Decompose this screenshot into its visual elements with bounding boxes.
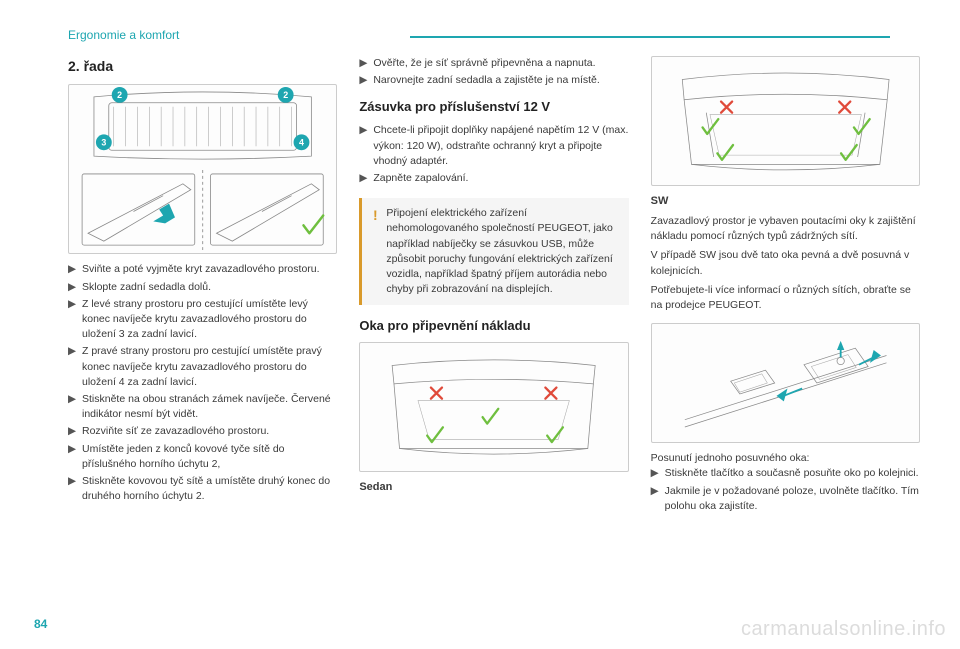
- bullet: ▶Zapněte zapalování.: [359, 171, 628, 186]
- bullet: ▶Chcete-li připojit doplňky napájené nap…: [359, 123, 628, 169]
- badge-3: 3: [101, 138, 106, 148]
- figure-net-install: 2 2 3 4: [68, 84, 337, 254]
- caption-sw: SW: [651, 194, 920, 210]
- heading-row2: 2. řada: [68, 56, 337, 76]
- bullet: ▶Umístěte jeden z konců kovové tyče sítě…: [68, 442, 337, 472]
- badge-4: 4: [299, 138, 304, 148]
- figure-sliding-eye: [651, 323, 920, 443]
- caption-sedan: Sedan: [359, 480, 628, 496]
- warning-text: Připojení elektrického zařízení nehomolo…: [386, 207, 612, 295]
- bullet: ▶Stiskněte na obou stranách zámek navíje…: [68, 392, 337, 422]
- manual-page: Ergonomie a komfort 2. řada: [0, 0, 960, 649]
- bullet: ▶Z pravé strany prostoru pro cestující u…: [68, 344, 337, 390]
- figure-sw-hooks: [651, 56, 920, 186]
- bullet: ▶Rozviňte síť ze zavazadlového prostoru.: [68, 424, 337, 439]
- slide-intro: Posunutí jednoho posuvného oka:: [651, 451, 920, 466]
- header-rule: [410, 36, 890, 38]
- sw-para-1: Zavazadlový prostor je vybaven poutacími…: [651, 214, 920, 244]
- bullet: ▶Sklopte zadní sedadla dolů.: [68, 280, 337, 295]
- bullet: ▶Sviňte a poté vyjměte kryt zavazadlovéh…: [68, 262, 337, 277]
- badge-2-right: 2: [283, 90, 288, 100]
- bullet: ▶Jakmile je v požadované poloze, uvolnět…: [651, 484, 920, 514]
- chapter-title: Ergonomie a komfort: [68, 28, 920, 42]
- warning-icon: !: [368, 205, 382, 219]
- bullet: ▶Narovnejte zadní sedadla a zajistěte je…: [359, 73, 628, 88]
- bullet: ▶Z levé strany prostoru pro cestující um…: [68, 297, 337, 343]
- bullet: ▶Stiskněte kovovou tyč sítě a umístěte d…: [68, 474, 337, 504]
- column-2: ▶Ověřte, že je síť správně připevněna a …: [359, 56, 628, 516]
- badge-2-left: 2: [117, 90, 122, 100]
- heading-12v: Zásuvka pro příslušenství 12 V: [359, 98, 628, 117]
- warning-callout: ! Připojení elektrického zařízení nehomo…: [359, 198, 628, 305]
- column-1: 2. řada: [68, 56, 337, 516]
- column-3: SW Zavazadlový prostor je vybaven poutac…: [651, 56, 920, 516]
- figure-sedan-hooks: [359, 342, 628, 472]
- bullet: ▶Stiskněte tlačítko a současně posuňte o…: [651, 466, 920, 481]
- columns: 2. řada: [68, 56, 920, 516]
- page-number: 84: [34, 617, 47, 631]
- heading-hooks: Oka pro připevnění nákladu: [359, 317, 628, 336]
- bullet: ▶Ověřte, že je síť správně připevněna a …: [359, 56, 628, 71]
- sw-para-2: V případě SW jsou dvě tato oka pevná a d…: [651, 248, 920, 278]
- sw-para-3: Potřebujete-li více informací o různých …: [651, 283, 920, 313]
- watermark: carmanualsonline.info: [741, 618, 946, 641]
